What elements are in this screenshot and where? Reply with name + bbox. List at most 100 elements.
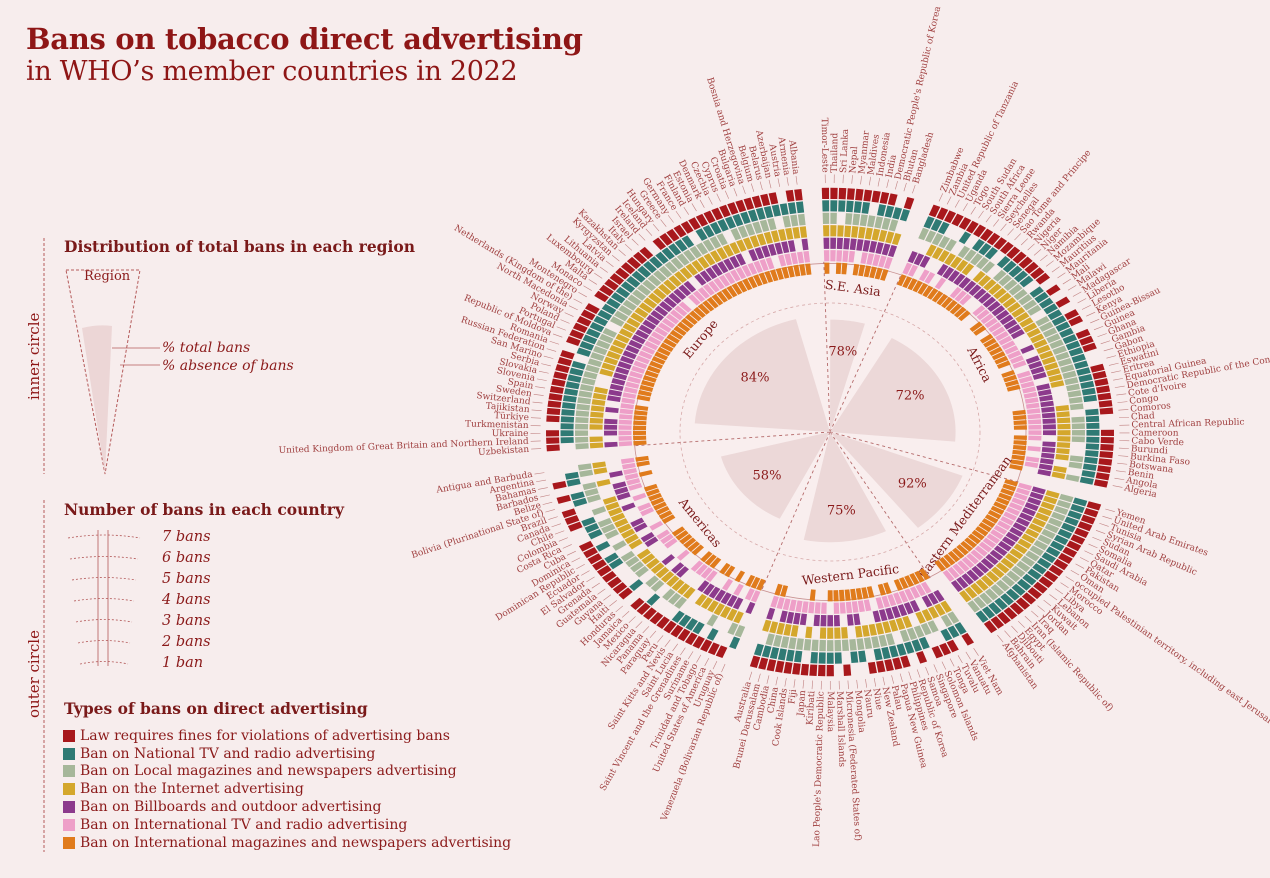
country-ban-cell <box>1007 324 1022 335</box>
country-tick <box>688 651 694 660</box>
country-ban-cell <box>1024 261 1039 274</box>
country-ban-cell <box>871 228 881 241</box>
country-ban-cell <box>691 544 705 556</box>
country-ban-cell <box>1000 488 1015 497</box>
country-ban-cell <box>551 378 566 387</box>
country-ban-cell <box>1008 284 1023 296</box>
country-ban-cell <box>1032 371 1047 380</box>
country-ban-cell <box>1028 430 1042 435</box>
country-ban-cell <box>736 239 747 252</box>
country-ban-cell <box>626 275 641 288</box>
country-ban-cell <box>850 651 859 664</box>
country-ban-cell <box>876 660 886 673</box>
country-ban-cell <box>682 586 696 599</box>
country-ban-cell <box>668 292 682 304</box>
country-ban-cell <box>971 529 985 541</box>
country-ban-cell <box>633 420 647 426</box>
country-tick <box>573 298 583 304</box>
region-wedge <box>830 432 963 528</box>
country-ban-cell <box>555 364 570 373</box>
country-ban-cell <box>620 403 635 410</box>
country-ban-cell <box>965 220 979 234</box>
country-ban-cell <box>931 645 944 659</box>
country-ban-cell <box>707 642 720 656</box>
country-label: Iran (Islamic Republic of) <box>1029 620 1116 714</box>
country-ban-cell <box>936 207 949 221</box>
region-divider <box>823 261 831 433</box>
country-ban-cell <box>823 225 830 237</box>
country-ban-cell <box>577 397 592 405</box>
country-ban-cell <box>846 188 855 200</box>
country-ban-cell <box>1042 441 1056 448</box>
country-ban-cell <box>614 486 629 495</box>
country-ban-cell <box>680 220 694 234</box>
outer-circle-diagram <box>43 500 141 852</box>
country-ban-cell <box>1030 366 1045 375</box>
country-ban-cell <box>636 460 650 467</box>
country-label: Turkmenistan <box>465 419 529 431</box>
country-ban-cell <box>661 554 675 566</box>
country-ban-cell <box>1100 444 1114 451</box>
country-ban-cell <box>1073 360 1089 370</box>
country-ban-cell <box>649 256 663 269</box>
country-ban-cell <box>589 442 604 449</box>
country-ban-cell <box>609 345 624 355</box>
country-ban-cell <box>561 409 575 416</box>
country-ban-cell <box>959 293 972 306</box>
country-ban-cell <box>1039 321 1054 332</box>
country-ban-cell <box>944 239 957 252</box>
country-ban-cell <box>919 255 931 268</box>
country-ban-cell <box>619 355 635 365</box>
country-ban-cell <box>1022 573 1037 586</box>
legend-item: Ban on International TV and radio advert… <box>63 816 511 834</box>
country-tick <box>552 333 563 338</box>
country-ban-cell <box>1099 407 1114 415</box>
country-ban-cell <box>724 216 737 229</box>
country-ban-cell <box>1067 510 1082 520</box>
country-ban-cell <box>1027 568 1042 581</box>
country-ban-cell <box>896 643 907 656</box>
country-ban-cell <box>639 246 654 260</box>
country-ban-cell <box>759 259 769 272</box>
country-ban-cell <box>1049 339 1064 350</box>
country-ban-cell <box>1055 321 1071 332</box>
country-tick <box>1014 233 1022 241</box>
country-ban-cell <box>758 272 768 285</box>
country-ban-cell <box>595 339 611 350</box>
level-3-label: 3 bans <box>162 613 211 629</box>
country-ban-cell <box>711 207 724 221</box>
country-tick <box>1075 563 1085 569</box>
legend-swatch <box>63 729 75 742</box>
country-ban-cell <box>560 423 574 430</box>
country-tick <box>978 210 984 219</box>
country-ban-cell <box>961 556 975 569</box>
country-label: Burundi <box>1131 444 1169 456</box>
country-ban-cell <box>700 551 713 563</box>
region-divider <box>632 431 831 447</box>
country-ban-cell <box>592 559 607 571</box>
country-ban-cell <box>950 580 964 593</box>
country-ban-cell <box>609 470 623 478</box>
country-ban-cell <box>982 537 997 549</box>
country-ban-cell <box>998 274 1013 287</box>
country-ban-cell <box>658 265 673 278</box>
country-tick <box>949 658 955 667</box>
country-label: Albania <box>786 139 800 176</box>
country-ban-cell <box>719 562 731 575</box>
country-ban-cell <box>691 259 704 273</box>
region-divider <box>760 431 831 592</box>
legend-item: Ban on Local magazines and newspapers ad… <box>63 763 511 781</box>
country-ban-cell <box>731 283 743 295</box>
country-ban-cell <box>999 241 1014 255</box>
country-ban-cell <box>920 622 932 636</box>
country-ban-cell <box>811 639 819 652</box>
legend-label: Ban on Local magazines and newspapers ad… <box>80 763 457 780</box>
country-ban-cell <box>940 628 953 642</box>
country-ban-cell <box>973 224 987 238</box>
country-ban-cell <box>881 243 891 256</box>
country-ban-cell <box>1006 302 1021 313</box>
inner-circle-diagram <box>43 238 160 475</box>
country-ban-cell <box>564 515 580 525</box>
country-ban-cell <box>1030 267 1045 280</box>
country-tick <box>957 655 963 664</box>
